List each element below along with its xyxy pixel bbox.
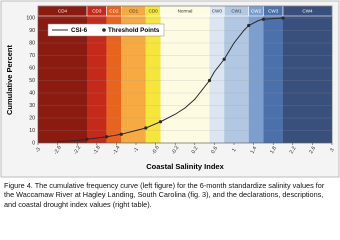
- band: [106, 6, 122, 143]
- band-label: CW2: [251, 9, 262, 14]
- threshold-point: [207, 78, 212, 83]
- threshold-point: [247, 23, 251, 28]
- band-label: CW4: [302, 9, 313, 14]
- band-label: CD2: [109, 9, 119, 14]
- band: [224, 6, 249, 143]
- threshold-point: [158, 120, 163, 124]
- y-tick-label: 50: [29, 78, 35, 84]
- y-tick-label: 70: [29, 53, 35, 59]
- y-tick-label: 80: [29, 40, 35, 46]
- band-label: CW1: [231, 9, 242, 14]
- y-tick-label: 10: [29, 128, 35, 134]
- band: [160, 6, 210, 143]
- band: [87, 6, 107, 143]
- y-tick-label: 40: [29, 90, 35, 96]
- x-tick-label: -3: [35, 147, 43, 154]
- band: [145, 6, 161, 143]
- band-label: CD4: [58, 9, 68, 14]
- band-label: CW3: [268, 9, 279, 14]
- x-tick-label: 3: [329, 147, 336, 153]
- threshold-point: [222, 57, 226, 61]
- threshold-point: [105, 135, 109, 139]
- legend-marker: [102, 28, 106, 32]
- legend-label: Threshold Points: [108, 27, 160, 34]
- band-label: CD3: [92, 9, 102, 14]
- y-tick-label: 90: [29, 28, 35, 34]
- chart: CD4 CD3 CD2 CD1 CD0 Normal CW0 CW1 CW2 CW3 CW4 0 10 2…: [0, 0, 340, 178]
- band-label: CD0: [149, 9, 159, 14]
- band: [263, 6, 283, 143]
- x-axis-title: Coastal Salinity Index: [146, 162, 224, 171]
- threshold-point: [85, 137, 89, 141]
- y-tick-label: 20: [29, 115, 35, 121]
- x-tick-label: 1.4: [250, 145, 259, 154]
- y-tick-label: 30: [29, 103, 35, 109]
- x-tick-label: 2.2: [289, 145, 298, 154]
- x-tick-label: 1: [231, 147, 238, 153]
- threshold-point: [281, 16, 285, 20]
- band: [283, 6, 332, 143]
- x-tick-label: -1.4: [112, 145, 122, 156]
- x-tick-label: -2.2: [73, 145, 83, 156]
- plot: CD4 CD3 CD2 CD1 CD0 Normal CW0 CW1 CW2 CW3 CW4 0 10 2…: [26, 5, 336, 156]
- x-tick-label: 2.6: [308, 145, 317, 154]
- x-tick-label: 0.2: [191, 145, 200, 154]
- threshold-point: [261, 17, 265, 21]
- x-tick-label: -0.2: [171, 145, 181, 156]
- y-tick-label: 0: [32, 140, 35, 146]
- x-tick-label: -0.6: [151, 145, 161, 156]
- x-tick-label: 1.8: [269, 145, 278, 154]
- x-tick-label: -1.8: [92, 145, 102, 156]
- threshold-point: [119, 132, 123, 136]
- band: [248, 6, 264, 143]
- band-label: CD1: [129, 9, 139, 14]
- y-tick-label: 60: [29, 65, 35, 71]
- caption: Figure 4. The cumulative frequency curve…: [4, 181, 325, 209]
- band-label: CW0: [212, 9, 223, 14]
- plot-border: [37, 5, 333, 144]
- band-label: Normal: [178, 9, 193, 14]
- y-axis-title: Cumulative Percent: [5, 44, 14, 115]
- band: [209, 6, 225, 143]
- legend-label: CSI-6: [71, 27, 88, 34]
- threshold-point: [144, 126, 148, 130]
- legend-box: [47, 23, 165, 37]
- x-tick-label: 0.6: [210, 145, 219, 154]
- y-tick-label: 100: [26, 15, 35, 21]
- x-tick-label: -1: [133, 147, 141, 154]
- x-tick-label: -2.6: [53, 145, 63, 156]
